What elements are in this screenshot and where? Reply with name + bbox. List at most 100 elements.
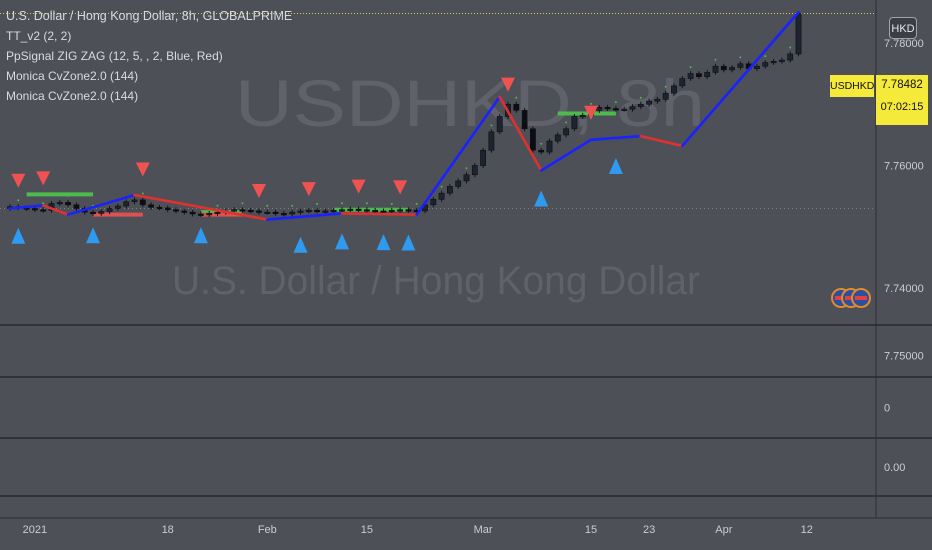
candle [729, 67, 735, 71]
candle [90, 211, 96, 214]
signal-dot [415, 202, 418, 205]
buy-signal-arrow [193, 227, 208, 244]
buy-signal-arrow [293, 236, 308, 253]
signal-dot [789, 46, 792, 49]
candle [579, 114, 586, 118]
candle [131, 199, 138, 203]
candle [189, 211, 196, 215]
candle [446, 186, 453, 194]
candle [380, 210, 387, 213]
signal-dot [141, 192, 144, 195]
candle [388, 210, 395, 213]
signal-dot [664, 85, 667, 88]
legend-item-cvzone-1[interactable]: Monica CvZone2.0 (144) [6, 69, 139, 83]
candle [571, 116, 578, 130]
candle [754, 65, 760, 69]
candle [305, 210, 312, 213]
candle [272, 211, 279, 214]
candle [289, 211, 296, 215]
candle [704, 72, 711, 77]
legend-item-zigzag[interactable]: PpSignal ZIG ZAG (12, 5, , 2, Blue, Red) [6, 49, 223, 63]
price-tick-label: 7.74000 [884, 283, 924, 295]
zigzag-segment [539, 138, 593, 172]
candle [256, 210, 262, 213]
candle [662, 92, 669, 100]
signal-dot [614, 101, 617, 104]
candle [480, 149, 486, 166]
candle [339, 209, 345, 212]
zigzag-segment [415, 95, 502, 216]
zigzag [8, 10, 800, 221]
candle [98, 211, 105, 214]
signal-dot [42, 202, 45, 205]
candle [455, 180, 462, 187]
signal-dot [689, 66, 692, 69]
zigzag-segment [589, 134, 643, 142]
candle [529, 128, 536, 151]
candle [247, 210, 254, 213]
last-price-value: 7.78482 [881, 79, 923, 91]
time-tick-label: 18 [162, 524, 174, 536]
signal-dot [17, 199, 20, 202]
legend-item-tt[interactable]: TT_v2 (2, 2) [6, 29, 72, 43]
price-tick-label: 7.78000 [884, 38, 924, 50]
last-price-label: 7.78482 07:02:15 [876, 75, 928, 125]
currency-button[interactable]: HKD [889, 17, 917, 39]
signal-dot [540, 142, 543, 145]
buy-signal-arrow [86, 227, 100, 244]
candle [629, 106, 636, 110]
candle [546, 140, 553, 153]
signal-dot [764, 55, 767, 58]
time-tick-label: 2021 [23, 524, 47, 536]
candle [355, 208, 362, 211]
candle [363, 209, 370, 212]
candle [397, 209, 403, 212]
sell-signal-arrow [252, 183, 266, 198]
symbol-label: USDHKD [830, 75, 874, 97]
sell-signal-arrow [584, 105, 598, 120]
watermark-symbol: USDHKD, 8h [235, 66, 705, 140]
candle [712, 65, 719, 73]
signal-dot [291, 204, 294, 207]
sell-signal-arrow [351, 179, 366, 194]
signal-dot [390, 202, 393, 205]
candle [787, 53, 794, 61]
signal-dot [316, 202, 319, 205]
candle [637, 103, 644, 107]
candle [297, 210, 304, 213]
candle [596, 107, 603, 111]
pane-tick-label: 7.75000 [884, 350, 924, 362]
candle [181, 210, 188, 213]
candle [322, 210, 329, 213]
candle [687, 73, 694, 79]
sell-signal-arrow [393, 180, 408, 195]
candle [405, 209, 412, 212]
signal-dot [565, 121, 568, 124]
candle [762, 62, 769, 67]
candle [513, 103, 520, 111]
signal-dot [216, 204, 219, 207]
candle [770, 61, 777, 64]
signal-dot [440, 185, 443, 188]
pane-tick-label: 0.00 [884, 462, 905, 474]
buy-signal-arrow [401, 234, 416, 251]
signal-dot [465, 167, 468, 170]
candle [123, 201, 130, 207]
candle [73, 204, 80, 209]
candle [314, 210, 320, 213]
signal-dot [515, 96, 518, 99]
time-tick-label: Feb [258, 524, 277, 536]
bar-countdown: 07:02:15 [880, 101, 924, 113]
zigzag-segment [639, 134, 684, 148]
price-tick-label: 7.76000 [884, 161, 924, 173]
price-axis[interactable]: 7.78000 7.76000 7.74000 7.75000 0 0.00 2021 18 F… [23, 38, 924, 536]
signal-dot [67, 194, 70, 197]
time-tick-label: 15 [585, 524, 597, 536]
legend-item-cvzone-2[interactable]: Monica CvZone2.0 (144) [6, 89, 139, 103]
time-tick-label: Apr [715, 524, 732, 536]
candle [430, 198, 437, 206]
candle [737, 63, 744, 68]
candle [521, 110, 528, 130]
candle [40, 209, 47, 212]
